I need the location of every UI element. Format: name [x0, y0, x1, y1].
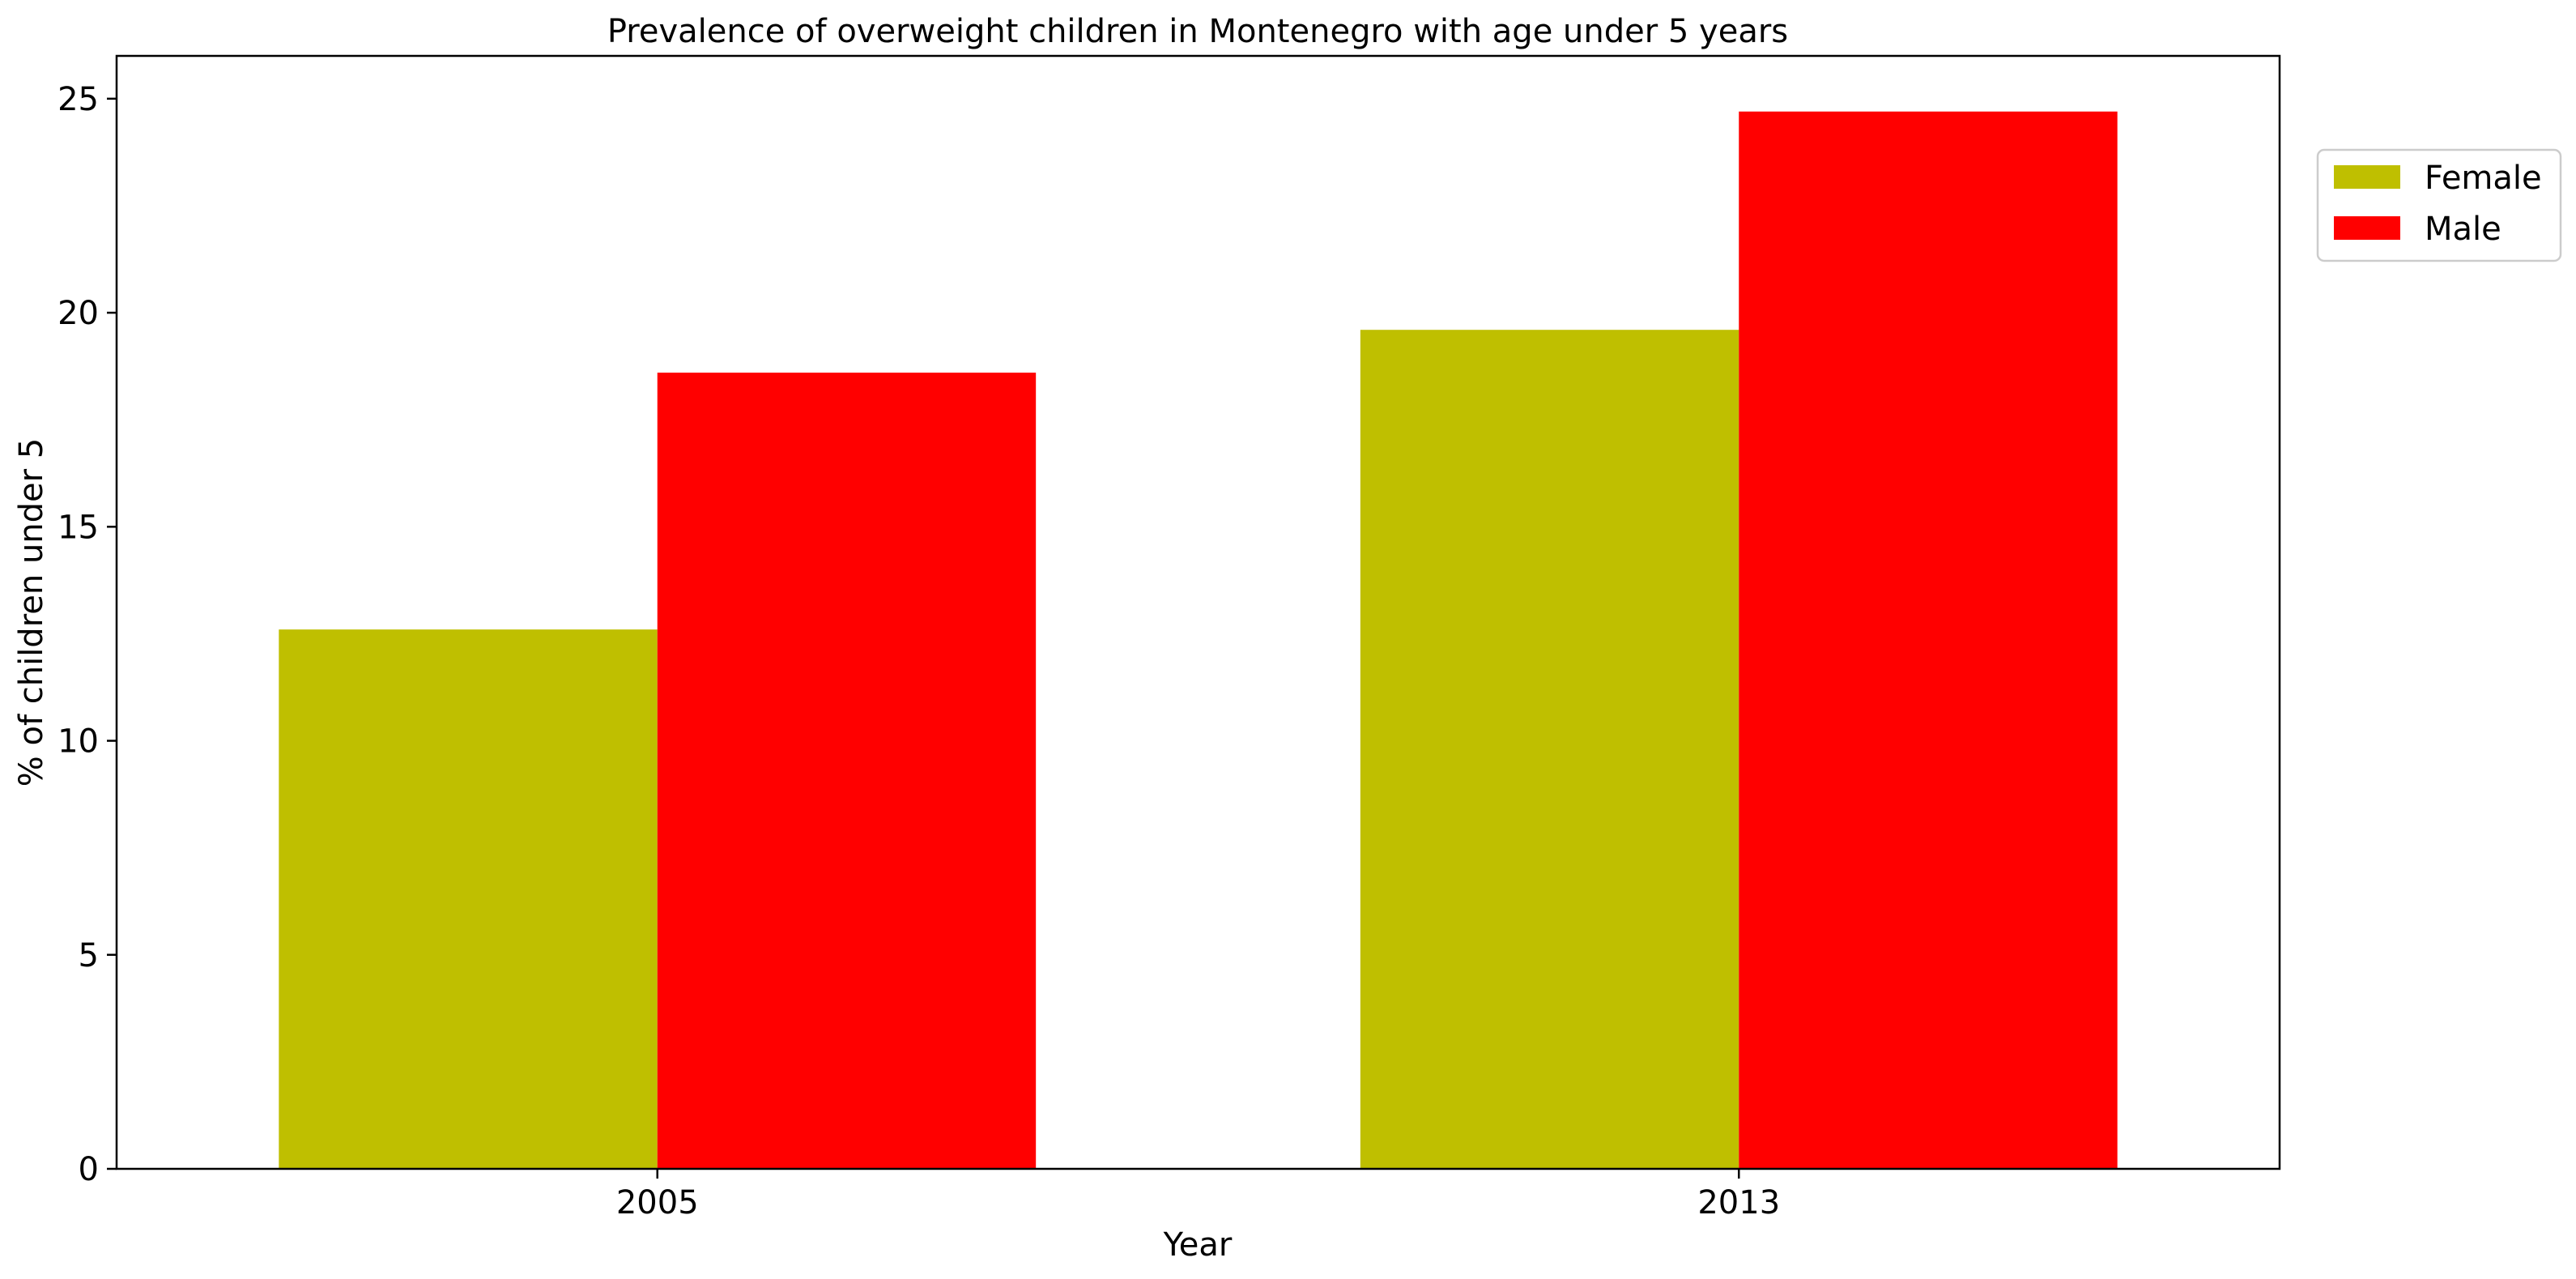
bar-female-2005	[279, 629, 658, 1169]
y-axis: 0 5 10 15 20 25	[57, 81, 117, 1188]
plot-frame	[115, 54, 2281, 1170]
x-axis-label: Year	[1163, 1226, 1233, 1264]
legend-label-male: Male	[2425, 211, 2501, 248]
legend-label-female: Female	[2425, 160, 2542, 197]
bar-male-2013	[1739, 111, 2118, 1170]
x-tick-label-2005: 2005	[616, 1184, 699, 1221]
chart-title: Prevalence of overweight children in Mon…	[607, 13, 1788, 50]
legend: Female Male	[2316, 148, 2562, 262]
y-tick-label-0: 0	[79, 1151, 99, 1188]
y-axis-label: % of children under 5	[13, 438, 50, 787]
legend-swatch-female	[2334, 165, 2400, 189]
x-axis: 2005 2013	[616, 1169, 1780, 1221]
y-tick-label-10: 10	[57, 723, 99, 761]
y-tick-label-5: 5	[79, 937, 99, 974]
y-tick-label-20: 20	[57, 295, 99, 332]
bar-female-2013	[1360, 330, 1739, 1170]
bar-male-2005	[657, 373, 1037, 1169]
y-tick-label-15: 15	[57, 509, 99, 546]
plot-area	[279, 111, 2118, 1170]
legend-swatch-male	[2334, 216, 2400, 240]
y-tick-label-25: 25	[57, 81, 99, 118]
x-tick-label-2013: 2013	[1697, 1184, 1780, 1221]
